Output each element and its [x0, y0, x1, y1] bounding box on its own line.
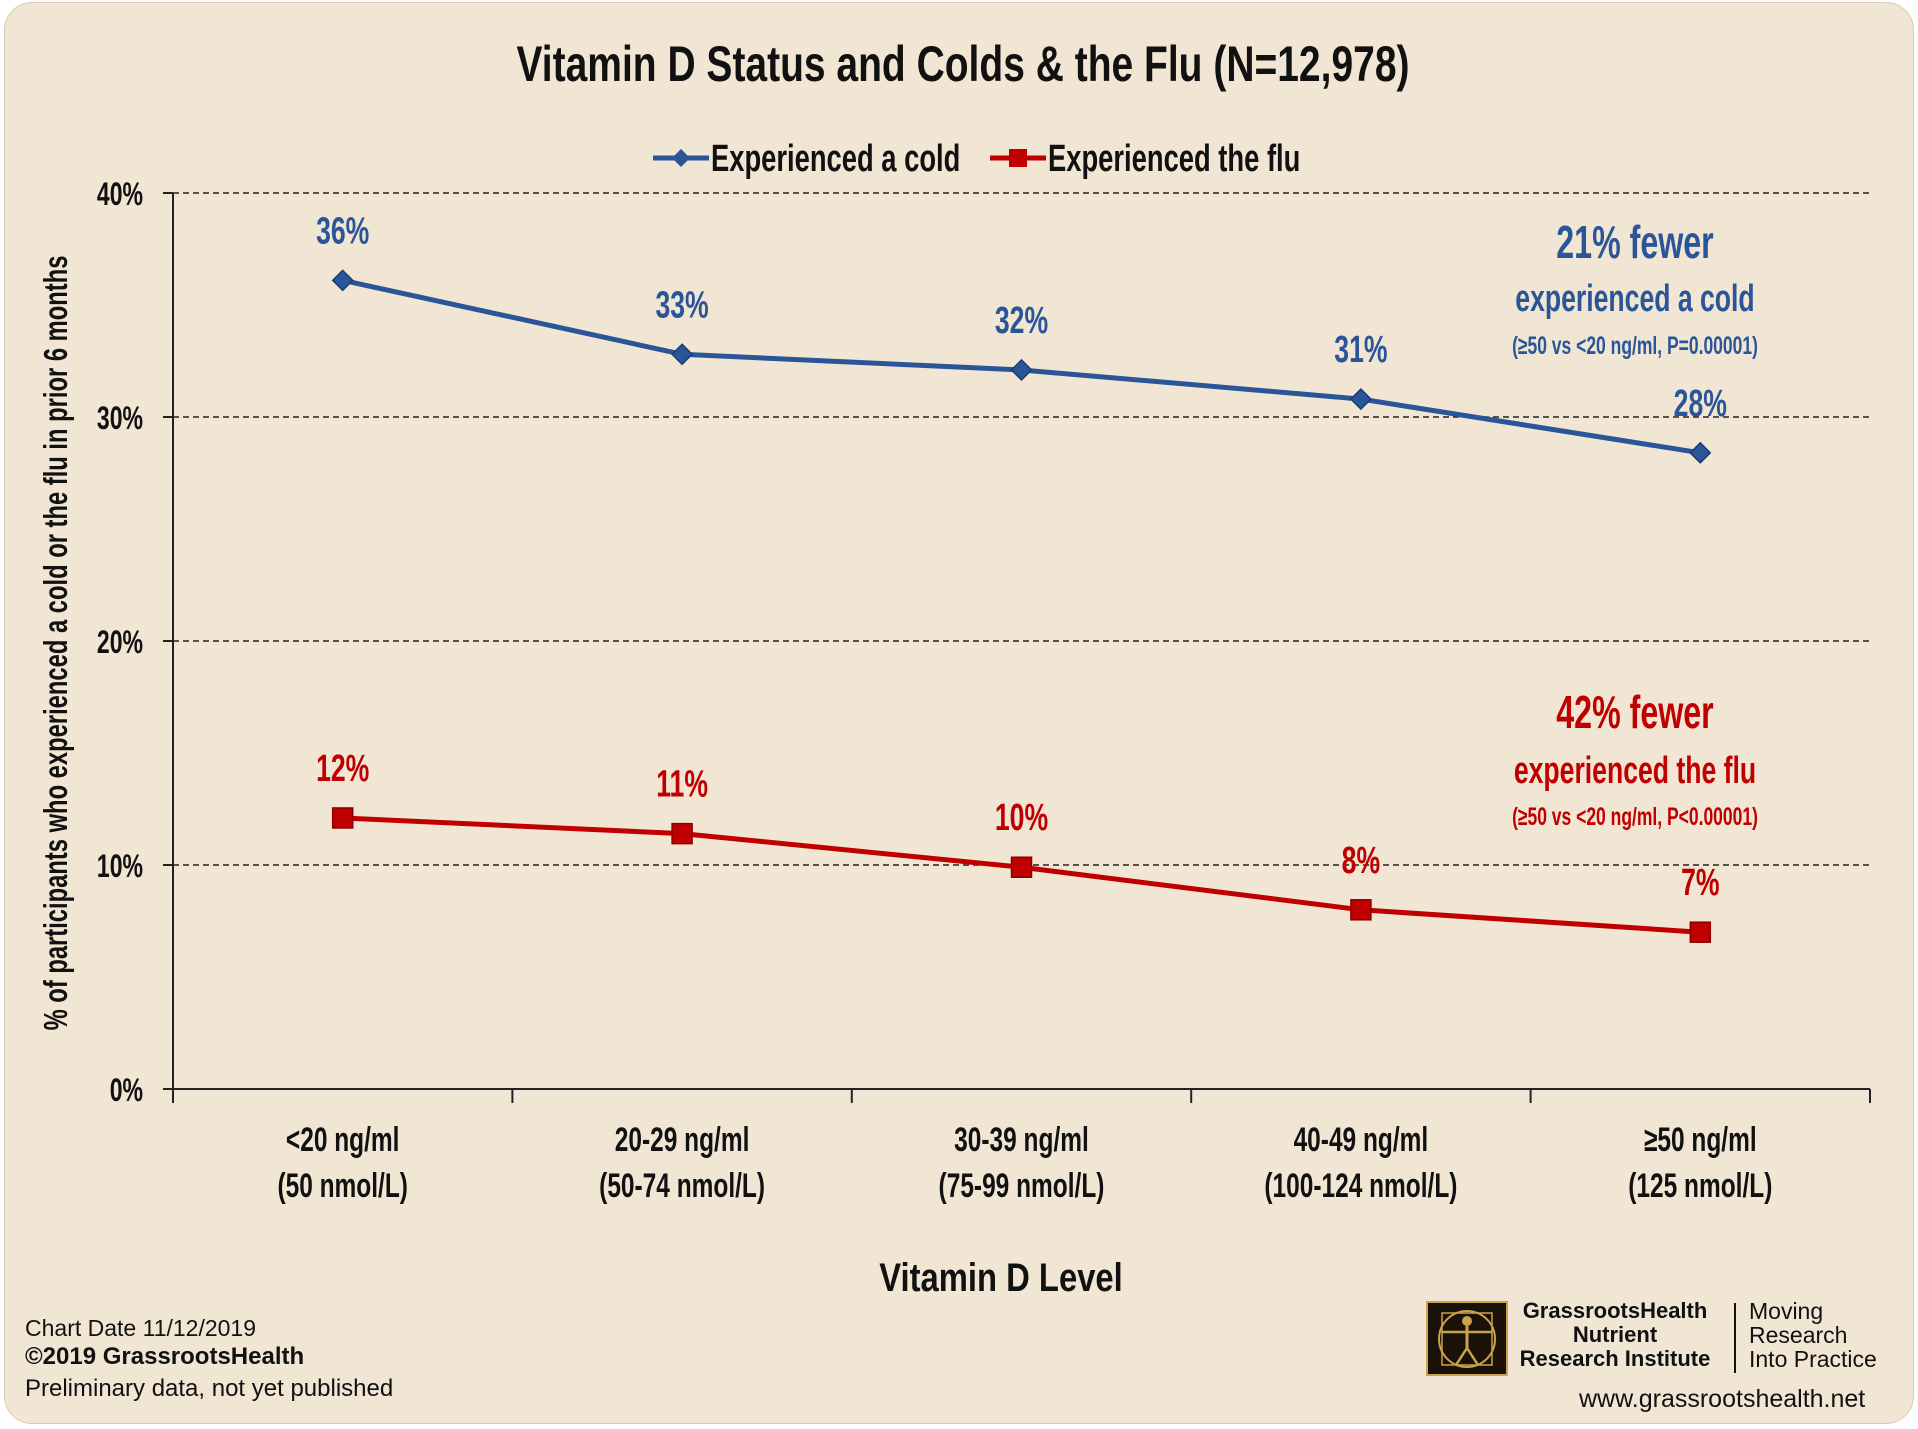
y-tick-label: 0% — [110, 1072, 143, 1108]
chart-legend: Experienced a cold Experienced the flu — [653, 138, 1300, 180]
data-label: 12% — [316, 746, 369, 789]
preliminary-note: Preliminary data, not yet published — [25, 1375, 394, 1402]
series-lines: 36% 33% 32% 31% 28% 12% 11% 10% 8% 7% — [316, 209, 1727, 943]
data-label: 36% — [316, 209, 369, 252]
website-link[interactable]: www.grassrootshealth.net — [1579, 1385, 1866, 1413]
data-point-marker — [331, 807, 354, 829]
org-name: GrassrootsHealth Nutrient Research Insti… — [1515, 1299, 1715, 1371]
y-tick-labels: 0% 10% 20% 30% 40% — [97, 176, 143, 1108]
axes — [172, 193, 1871, 1103]
data-label: 31% — [1334, 327, 1387, 370]
data-point-marker — [671, 822, 693, 845]
data-label: 32% — [995, 298, 1048, 341]
y-tick-label: 40% — [97, 176, 143, 212]
data-point-marker — [1010, 358, 1033, 382]
x-tick-sublabel: (100-124 nmol/L) — [1264, 1167, 1457, 1205]
legend-marker — [672, 149, 690, 167]
chart-date: Chart Date 11/12/2019 — [25, 1315, 257, 1341]
org-name-line3: Research Institute — [1519, 1346, 1711, 1371]
annotations: 21% fewer experienced a cold (≥50 vs <20 n… — [1512, 217, 1758, 830]
x-tick-label: <20 ng/ml — [286, 1121, 400, 1159]
annotation-text: experienced a cold — [1515, 276, 1754, 319]
chart-title: Vitamin D Status and Colds & the Flu (N=… — [516, 35, 1409, 92]
data-point-marker — [1689, 921, 1712, 943]
org-divider — [1734, 1303, 1736, 1373]
vitruvian-man-icon — [1438, 1310, 1496, 1368]
y-tick-label: 30% — [97, 400, 143, 436]
annotation-text: (≥50 vs <20 ng/ml, P=0.00001) — [1512, 331, 1758, 360]
x-tick-sublabel: (125 nmol/L) — [1628, 1167, 1772, 1205]
data-point-marker — [1349, 388, 1372, 411]
tagline-line3: Into Practice — [1749, 1346, 1877, 1372]
x-tick-sublabel: (75-99 nmol/L) — [939, 1167, 1105, 1205]
y-tick-label: 10% — [97, 848, 143, 884]
annotation-text: 42% fewer — [1556, 687, 1713, 738]
org-name-line1: GrassrootsHealth — [1522, 1298, 1708, 1323]
legend-marker — [1009, 149, 1027, 167]
annotation-text: experienced the flu — [1514, 748, 1756, 791]
x-tick-labels: <20 ng/ml (50 nmol/L) 20-29 ng/ml (50-74 nm… — [277, 1121, 1772, 1205]
legend-label: Experienced a cold — [711, 138, 960, 180]
y-tick-label: 20% — [97, 624, 143, 660]
x-tick-label: ≥50 ng/ml — [1644, 1121, 1757, 1159]
data-label: 11% — [656, 762, 708, 805]
y-axis-label: % of participants who experienced a cold… — [38, 256, 75, 1031]
data-point-marker — [1010, 856, 1033, 878]
x-tick-label: 30-39 ng/ml — [954, 1121, 1089, 1159]
data-point-marker — [331, 269, 354, 292]
data-point-marker — [671, 343, 694, 366]
data-label: 28% — [1674, 381, 1727, 424]
data-label: 33% — [655, 283, 708, 326]
gridlines — [163, 192, 1870, 1090]
annotation-text: 21% fewer — [1556, 217, 1713, 268]
x-tick-label: 40-49 ng/ml — [1294, 1121, 1429, 1159]
x-tick-sublabel: (50-74 nmol/L) — [599, 1167, 765, 1205]
vitruvian-logo — [1426, 1301, 1508, 1376]
x-tick-sublabel: (50 nmol/L) — [277, 1167, 407, 1205]
org-name-line2: Nutrient — [1572, 1322, 1658, 1347]
data-point-marker — [1350, 899, 1372, 921]
data-label: 8% — [1342, 838, 1380, 881]
tagline-line1: Moving — [1749, 1298, 1824, 1324]
tagline-line2: Research — [1749, 1322, 1848, 1348]
annotation-text: (≥50 vs <20 ng/ml, P<0.00001) — [1512, 802, 1758, 831]
chart-card: Vitamin D Status and Colds & the Flu (N=… — [4, 2, 1914, 1424]
data-label: 10% — [995, 795, 1048, 838]
org-tagline: Moving Research Into Practice — [1749, 1299, 1877, 1371]
line-chart: Vitamin D Status and Colds & the Flu (N=… — [38, 35, 1871, 1300]
data-label: 7% — [1681, 860, 1719, 903]
copyright: ©2019 GrassrootsHealth — [25, 1343, 305, 1370]
x-tick-label: 20-29 ng/ml — [615, 1121, 750, 1159]
data-point-marker — [1689, 441, 1712, 464]
legend-label: Experienced the flu — [1048, 138, 1300, 180]
x-axis-label: Vitamin D Level — [879, 1255, 1123, 1300]
